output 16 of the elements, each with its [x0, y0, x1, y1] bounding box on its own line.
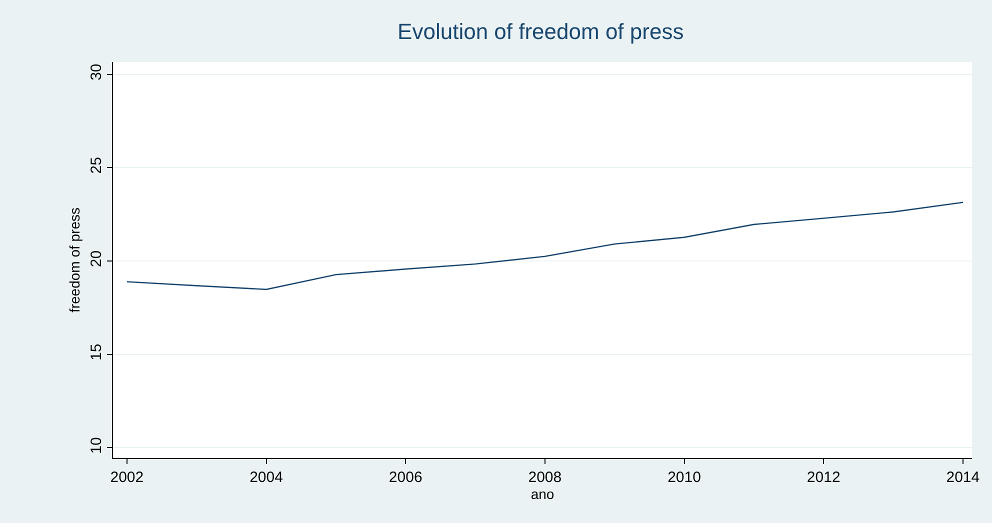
x-axis-title: ano: [530, 486, 554, 502]
x-tick-label: 2002: [110, 469, 144, 486]
line-series: [126, 202, 964, 290]
y-axis-title: freedom of press: [66, 207, 83, 313]
x-tick-label: 2012: [806, 469, 840, 486]
x-tick-label: 2014: [946, 469, 980, 486]
x-tick-label: 2006: [388, 469, 422, 486]
y-tick-label: 25: [88, 157, 105, 174]
x-tick-label: 2004: [250, 469, 283, 486]
y-tick-label: 20: [88, 250, 105, 268]
x-tick-label: 2008: [528, 469, 562, 486]
y-tick-label: 10: [88, 437, 105, 454]
y-tick-label: 15: [88, 344, 105, 360]
x-tick-label: 2010: [668, 469, 701, 486]
y-tick-label: 30: [88, 64, 105, 80]
chart-title: Evolution of freedom of press: [398, 18, 684, 44]
